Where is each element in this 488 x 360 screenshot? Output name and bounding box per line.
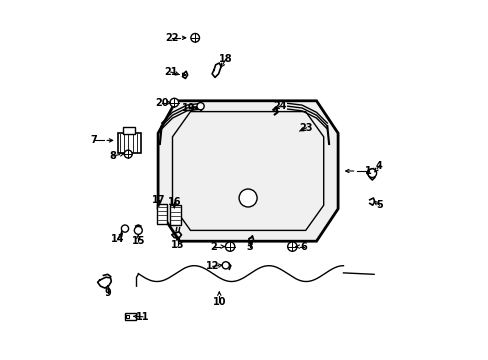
Circle shape bbox=[121, 225, 128, 232]
Circle shape bbox=[239, 189, 257, 207]
Bar bbox=[157, 204, 167, 224]
Text: 5: 5 bbox=[375, 200, 382, 210]
Text: 19: 19 bbox=[182, 103, 195, 113]
Text: 1: 1 bbox=[365, 166, 371, 176]
Text: 20: 20 bbox=[155, 98, 168, 108]
Text: 4: 4 bbox=[375, 161, 382, 171]
Text: 2: 2 bbox=[210, 242, 217, 252]
Text: 18: 18 bbox=[219, 54, 232, 64]
Text: 24: 24 bbox=[272, 101, 286, 111]
Bar bbox=[170, 205, 181, 225]
Text: 22: 22 bbox=[164, 33, 178, 43]
Text: 8: 8 bbox=[109, 151, 116, 161]
Text: 17: 17 bbox=[152, 195, 165, 205]
Circle shape bbox=[124, 150, 132, 158]
Circle shape bbox=[225, 242, 234, 251]
Text: 7: 7 bbox=[90, 135, 97, 145]
Bar bbox=[125, 315, 129, 318]
Text: 16: 16 bbox=[167, 197, 181, 207]
Circle shape bbox=[222, 262, 229, 269]
Text: 12: 12 bbox=[205, 261, 219, 271]
Circle shape bbox=[287, 242, 296, 251]
Circle shape bbox=[197, 103, 204, 110]
Bar bbox=[125, 313, 136, 320]
Circle shape bbox=[190, 33, 199, 42]
Text: 13: 13 bbox=[171, 240, 184, 250]
Text: 15: 15 bbox=[131, 236, 145, 246]
Text: 14: 14 bbox=[111, 234, 124, 244]
Circle shape bbox=[134, 226, 142, 234]
Text: 23: 23 bbox=[299, 123, 312, 133]
Bar bbox=[118, 133, 141, 153]
Text: 10: 10 bbox=[212, 297, 225, 307]
Text: 21: 21 bbox=[163, 67, 177, 77]
Text: 11: 11 bbox=[136, 312, 149, 322]
Circle shape bbox=[170, 98, 178, 107]
Text: 9: 9 bbox=[104, 288, 111, 298]
Text: 3: 3 bbox=[246, 242, 253, 252]
Bar bbox=[123, 127, 135, 134]
Circle shape bbox=[367, 169, 376, 177]
Polygon shape bbox=[158, 101, 337, 241]
Text: 6: 6 bbox=[300, 242, 306, 252]
